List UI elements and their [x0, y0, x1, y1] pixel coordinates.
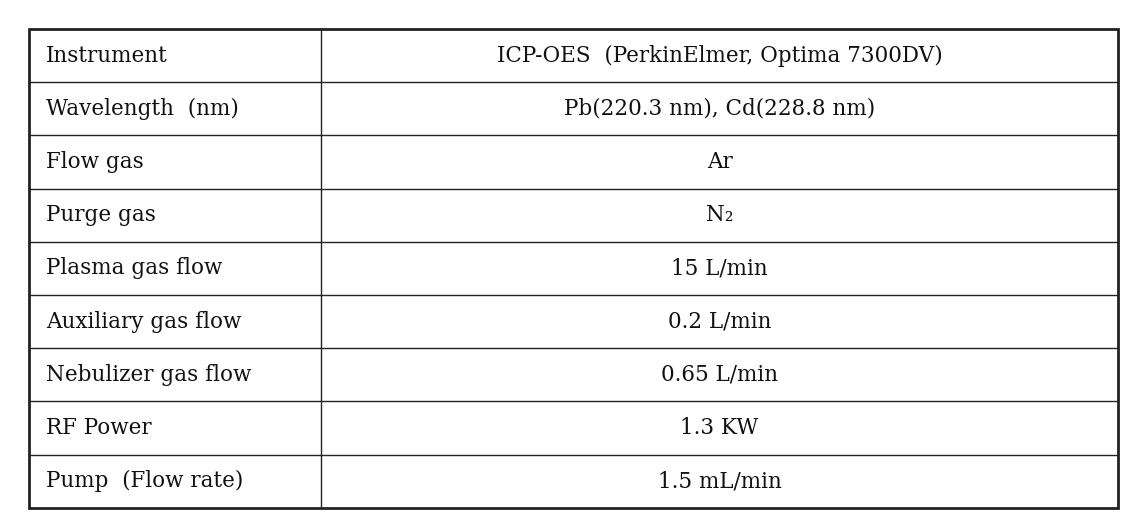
Text: Flow gas: Flow gas	[46, 151, 143, 173]
Text: Plasma gas flow: Plasma gas flow	[46, 258, 223, 279]
Text: Wavelength  (nm): Wavelength (nm)	[46, 98, 239, 120]
Text: Purge gas: Purge gas	[46, 204, 156, 226]
Text: 0.65 L/min: 0.65 L/min	[661, 364, 778, 386]
Text: 15 L/min: 15 L/min	[671, 258, 767, 279]
Text: Nebulizer gas flow: Nebulizer gas flow	[46, 364, 251, 386]
Text: Auxiliary gas flow: Auxiliary gas flow	[46, 311, 241, 333]
Text: Instrument: Instrument	[46, 44, 167, 67]
Text: Pump  (Flow rate): Pump (Flow rate)	[46, 470, 243, 492]
Text: ICP-OES  (PerkinElmer, Optima 7300DV): ICP-OES (PerkinElmer, Optima 7300DV)	[497, 44, 943, 67]
Text: 1.5 mL/min: 1.5 mL/min	[657, 470, 781, 492]
Text: 0.2 L/min: 0.2 L/min	[668, 311, 771, 333]
Text: Pb(220.3 nm), Cd(228.8 nm): Pb(220.3 nm), Cd(228.8 nm)	[564, 98, 875, 120]
Text: RF Power: RF Power	[46, 417, 151, 439]
Text: Ar: Ar	[707, 151, 733, 173]
Text: 1.3 KW: 1.3 KW	[680, 417, 758, 439]
Text: N₂: N₂	[705, 204, 733, 226]
